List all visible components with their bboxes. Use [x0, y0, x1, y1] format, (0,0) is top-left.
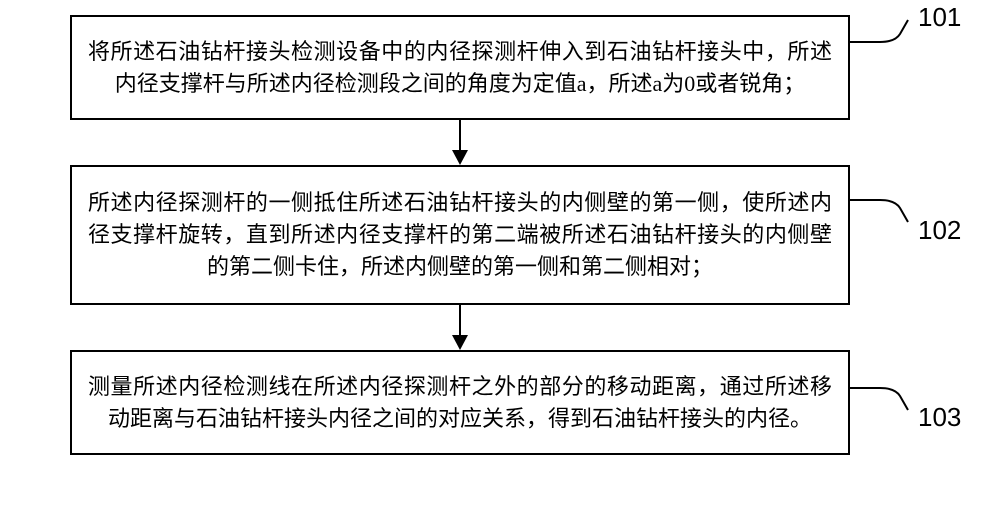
- step-label-101: 101: [918, 2, 961, 33]
- step-box-102: 所述内径探测杆的一侧抵住所述石油钻杆接头的内侧壁的第一侧，使所述内径支撑杆旋转，…: [70, 165, 850, 305]
- flowchart-container: 将所述石油钻杆接头检测设备中的内径探测杆伸入到石油钻杆接头中，所述内径支撑杆与所…: [70, 15, 850, 455]
- step-box-101: 将所述石油钻杆接头检测设备中的内径探测杆伸入到石油钻杆接头中，所述内径支撑杆与所…: [70, 15, 850, 120]
- step-text-101: 将所述石油钻杆接头检测设备中的内径探测杆伸入到石油钻杆接头中，所述内径支撑杆与所…: [88, 36, 832, 100]
- arrow-1-to-2: [70, 120, 850, 165]
- arrow-2-to-3: [70, 305, 850, 350]
- step-box-103: 测量所述内径检测线在所述内径探测杆之外的部分的移动距离，通过所述移动距离与石油钻…: [70, 350, 850, 455]
- step-text-103: 测量所述内径检测线在所述内径探测杆之外的部分的移动距离，通过所述移动距离与石油钻…: [88, 371, 832, 435]
- step-label-102: 102: [918, 215, 961, 246]
- step-label-103: 103: [918, 402, 961, 433]
- step-text-102: 所述内径探测杆的一侧抵住所述石油钻杆接头的内侧壁的第一侧，使所述内径支撑杆旋转，…: [88, 187, 832, 283]
